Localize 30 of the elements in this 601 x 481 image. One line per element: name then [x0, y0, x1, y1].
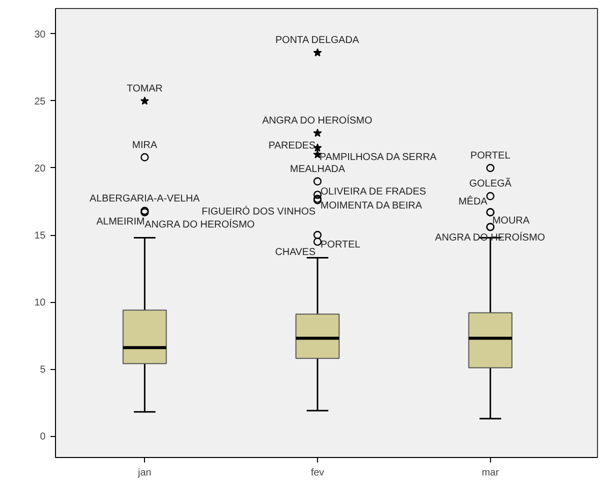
annotation: PAMPILHOSA DA SERRA — [320, 152, 437, 164]
annotation: PORTEL — [470, 150, 511, 162]
annotation: MIRA — [132, 140, 158, 151]
annotation: ANGRA DO HEROÍSMO — [144, 218, 255, 231]
annotation: GOLEGÃ — [469, 178, 512, 190]
y-tick-label: 10 — [34, 298, 46, 309]
annotation: TOMAR — [126, 83, 163, 94]
annotation: ANGRA DO HEROÍSMO — [262, 114, 372, 127]
annotation: FIGUEIRÓ DOS VINHOS — [202, 206, 316, 218]
x-tick-label: fev — [310, 468, 324, 478]
y-tick-label: 0 — [40, 432, 46, 443]
annotation: MEALHADA — [290, 164, 346, 175]
annotation: ALBERGARIA-A-VELHA — [90, 193, 200, 204]
y-tick-label: 5 — [40, 364, 46, 376]
annotation: PAREDES — [268, 140, 316, 152]
annotation: MÊDA — [458, 196, 488, 208]
annotation: PORTEL — [320, 240, 361, 251]
y-tick-label: 20 — [34, 163, 46, 174]
annotation: ANGRA DO HEROÍSMO — [435, 231, 546, 244]
annotation: ALMEIRIM — [96, 216, 145, 228]
annotation: PONTA DELGADA — [275, 35, 360, 46]
annotation: OLIVEIRA DE FRADES — [320, 186, 426, 198]
y-tick-label: 15 — [34, 230, 46, 242]
annotation: MOIMENTA DA BEIRA — [320, 200, 422, 212]
x-tick-label: jan — [137, 468, 152, 478]
x-tick-label: mar — [482, 468, 500, 478]
annotation: MOURA — [492, 215, 530, 226]
y-tick-label: 30 — [34, 29, 46, 40]
y-tick-label: 25 — [34, 96, 46, 108]
annotation: CHAVES — [275, 247, 316, 258]
